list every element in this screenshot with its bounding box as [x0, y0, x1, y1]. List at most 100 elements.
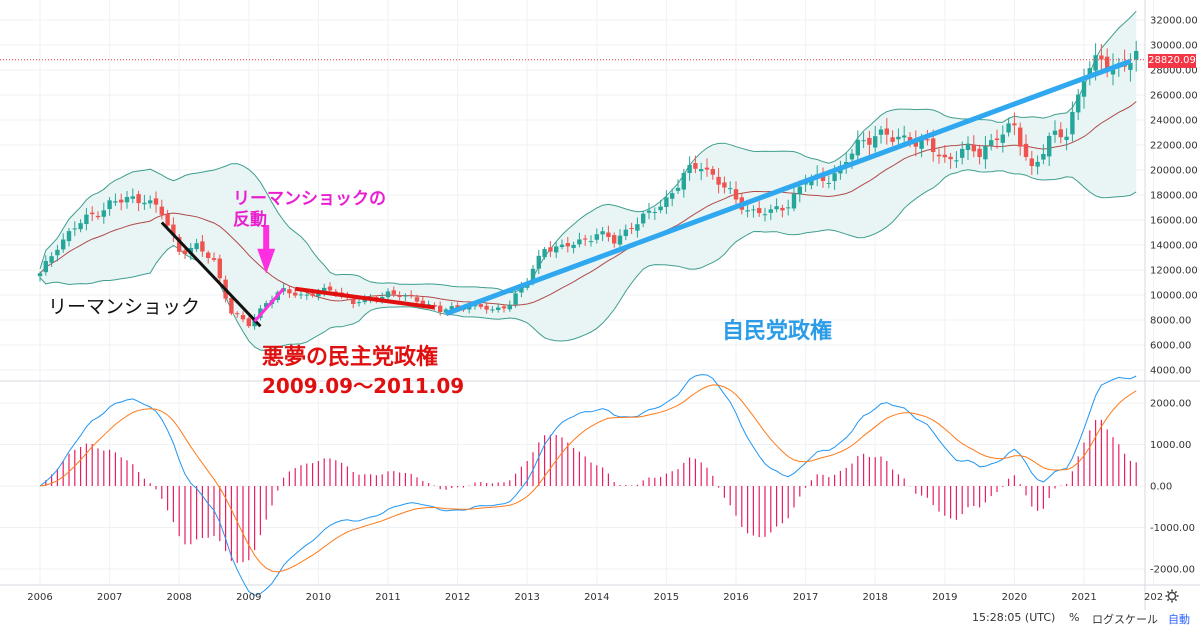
year-tick-label: 2021 — [1071, 592, 1096, 603]
price-tick-label: 10000.00 — [1150, 291, 1198, 302]
candle-body — [478, 304, 483, 307]
candle-body — [536, 255, 541, 269]
candle-body — [606, 232, 611, 237]
candle-body — [1087, 68, 1092, 78]
candle-body — [704, 167, 710, 170]
candle-body — [890, 137, 895, 142]
candle-body — [826, 182, 831, 184]
candle-body — [467, 306, 472, 310]
candle-body — [113, 201, 118, 203]
price-tick-label: 16000.00 — [1150, 216, 1198, 227]
macd-tick-label: 2000.00 — [1150, 399, 1191, 410]
price-tick-label: 14000.00 — [1150, 241, 1198, 252]
candle-body — [455, 305, 460, 308]
candle-body — [902, 135, 907, 138]
candle-body — [1081, 81, 1087, 97]
macd-tick-label: -1000.00 — [1150, 523, 1195, 534]
candle-body — [519, 286, 524, 293]
gear-icon[interactable] — [1165, 589, 1179, 603]
candle-body — [1006, 123, 1011, 133]
candle-body — [49, 256, 54, 263]
bollinger-upper-band — [39, 10, 1137, 294]
rebound-trendline — [253, 287, 285, 323]
candle-body — [438, 305, 443, 312]
year-tick-label: 2008 — [166, 592, 191, 603]
candle-body — [414, 297, 420, 302]
candle-body — [786, 207, 791, 209]
percent-toggle[interactable]: % — [1069, 611, 1080, 624]
year-tick-label: 2010 — [306, 592, 331, 603]
candle-body — [983, 146, 988, 160]
candle-body — [954, 160, 959, 162]
candle-body — [351, 298, 356, 304]
log-scale-toggle[interactable]: ログスケール — [1092, 613, 1158, 626]
candle-body — [855, 139, 860, 156]
candle-body — [612, 235, 617, 244]
candle-body — [710, 168, 715, 175]
candle-body — [420, 300, 425, 305]
candle-body — [646, 210, 652, 213]
candle-body — [84, 214, 89, 225]
candle-body — [699, 169, 704, 172]
candle-body — [37, 273, 43, 277]
candle-body — [913, 140, 918, 147]
candle-body — [977, 148, 982, 158]
price-tick-label: 24000.00 — [1150, 116, 1198, 127]
rebound-arrow-shaft — [263, 225, 270, 253]
candle-body — [559, 244, 565, 248]
candle-body — [1093, 55, 1098, 71]
gear-icon-tooth — [1174, 590, 1178, 594]
candle-body — [600, 231, 605, 235]
candle-body — [1052, 130, 1058, 135]
candle-body — [171, 224, 176, 236]
price-tick-label: 22000.00 — [1150, 141, 1198, 152]
candle-body — [548, 247, 553, 252]
candle-body — [994, 138, 1000, 141]
annotation-ldp-government: 自民党政権 — [722, 319, 833, 344]
candle-body — [716, 176, 721, 185]
candle-body — [542, 249, 547, 258]
trend-annotations — [160, 58, 1132, 328]
candle-body — [513, 293, 518, 305]
gear-icon-ring — [1167, 591, 1177, 601]
candle-body — [1128, 62, 1133, 70]
dpj-trendline — [294, 286, 435, 310]
candle-body — [861, 140, 866, 142]
gear-icon-tooth — [1174, 598, 1178, 602]
candle-body — [1076, 94, 1081, 113]
candle-body — [588, 241, 594, 243]
bollinger-band-fill — [40, 11, 1137, 351]
candle-body — [177, 237, 182, 252]
candle-body — [873, 136, 878, 148]
candle-body — [246, 318, 251, 327]
candle-body — [757, 208, 762, 214]
year-tick-label: 2017 — [793, 592, 818, 603]
candle-body — [391, 290, 396, 295]
candle-body — [78, 223, 83, 230]
candle-body — [507, 304, 512, 310]
auto-scale-toggle[interactable]: 自動 — [1168, 613, 1190, 626]
candle-body — [316, 291, 321, 297]
price-tick-label: 4000.00 — [1150, 366, 1191, 377]
candle-body — [728, 188, 733, 190]
candle-body — [925, 139, 930, 141]
annotation-dpj-government: 悪夢の民主党政権 — [262, 345, 439, 370]
candle-body — [211, 258, 217, 260]
candle-body — [182, 250, 188, 255]
candle-body — [287, 289, 292, 294]
signal-line — [39, 384, 1137, 573]
candle-body — [745, 210, 750, 212]
candle-body — [664, 197, 669, 208]
candle-body — [577, 239, 582, 245]
candle-body — [1000, 134, 1005, 143]
candle-body — [484, 305, 489, 310]
candle-body — [936, 154, 942, 157]
year-tick-label: 2006 — [27, 592, 52, 603]
annotation-rebound-line1: リーマンショックの — [233, 189, 386, 209]
candle-body — [878, 129, 884, 135]
candle-body — [61, 239, 66, 250]
candle-body — [942, 154, 947, 158]
gear-icon-tooth — [1166, 598, 1170, 602]
candle-body — [356, 302, 362, 304]
